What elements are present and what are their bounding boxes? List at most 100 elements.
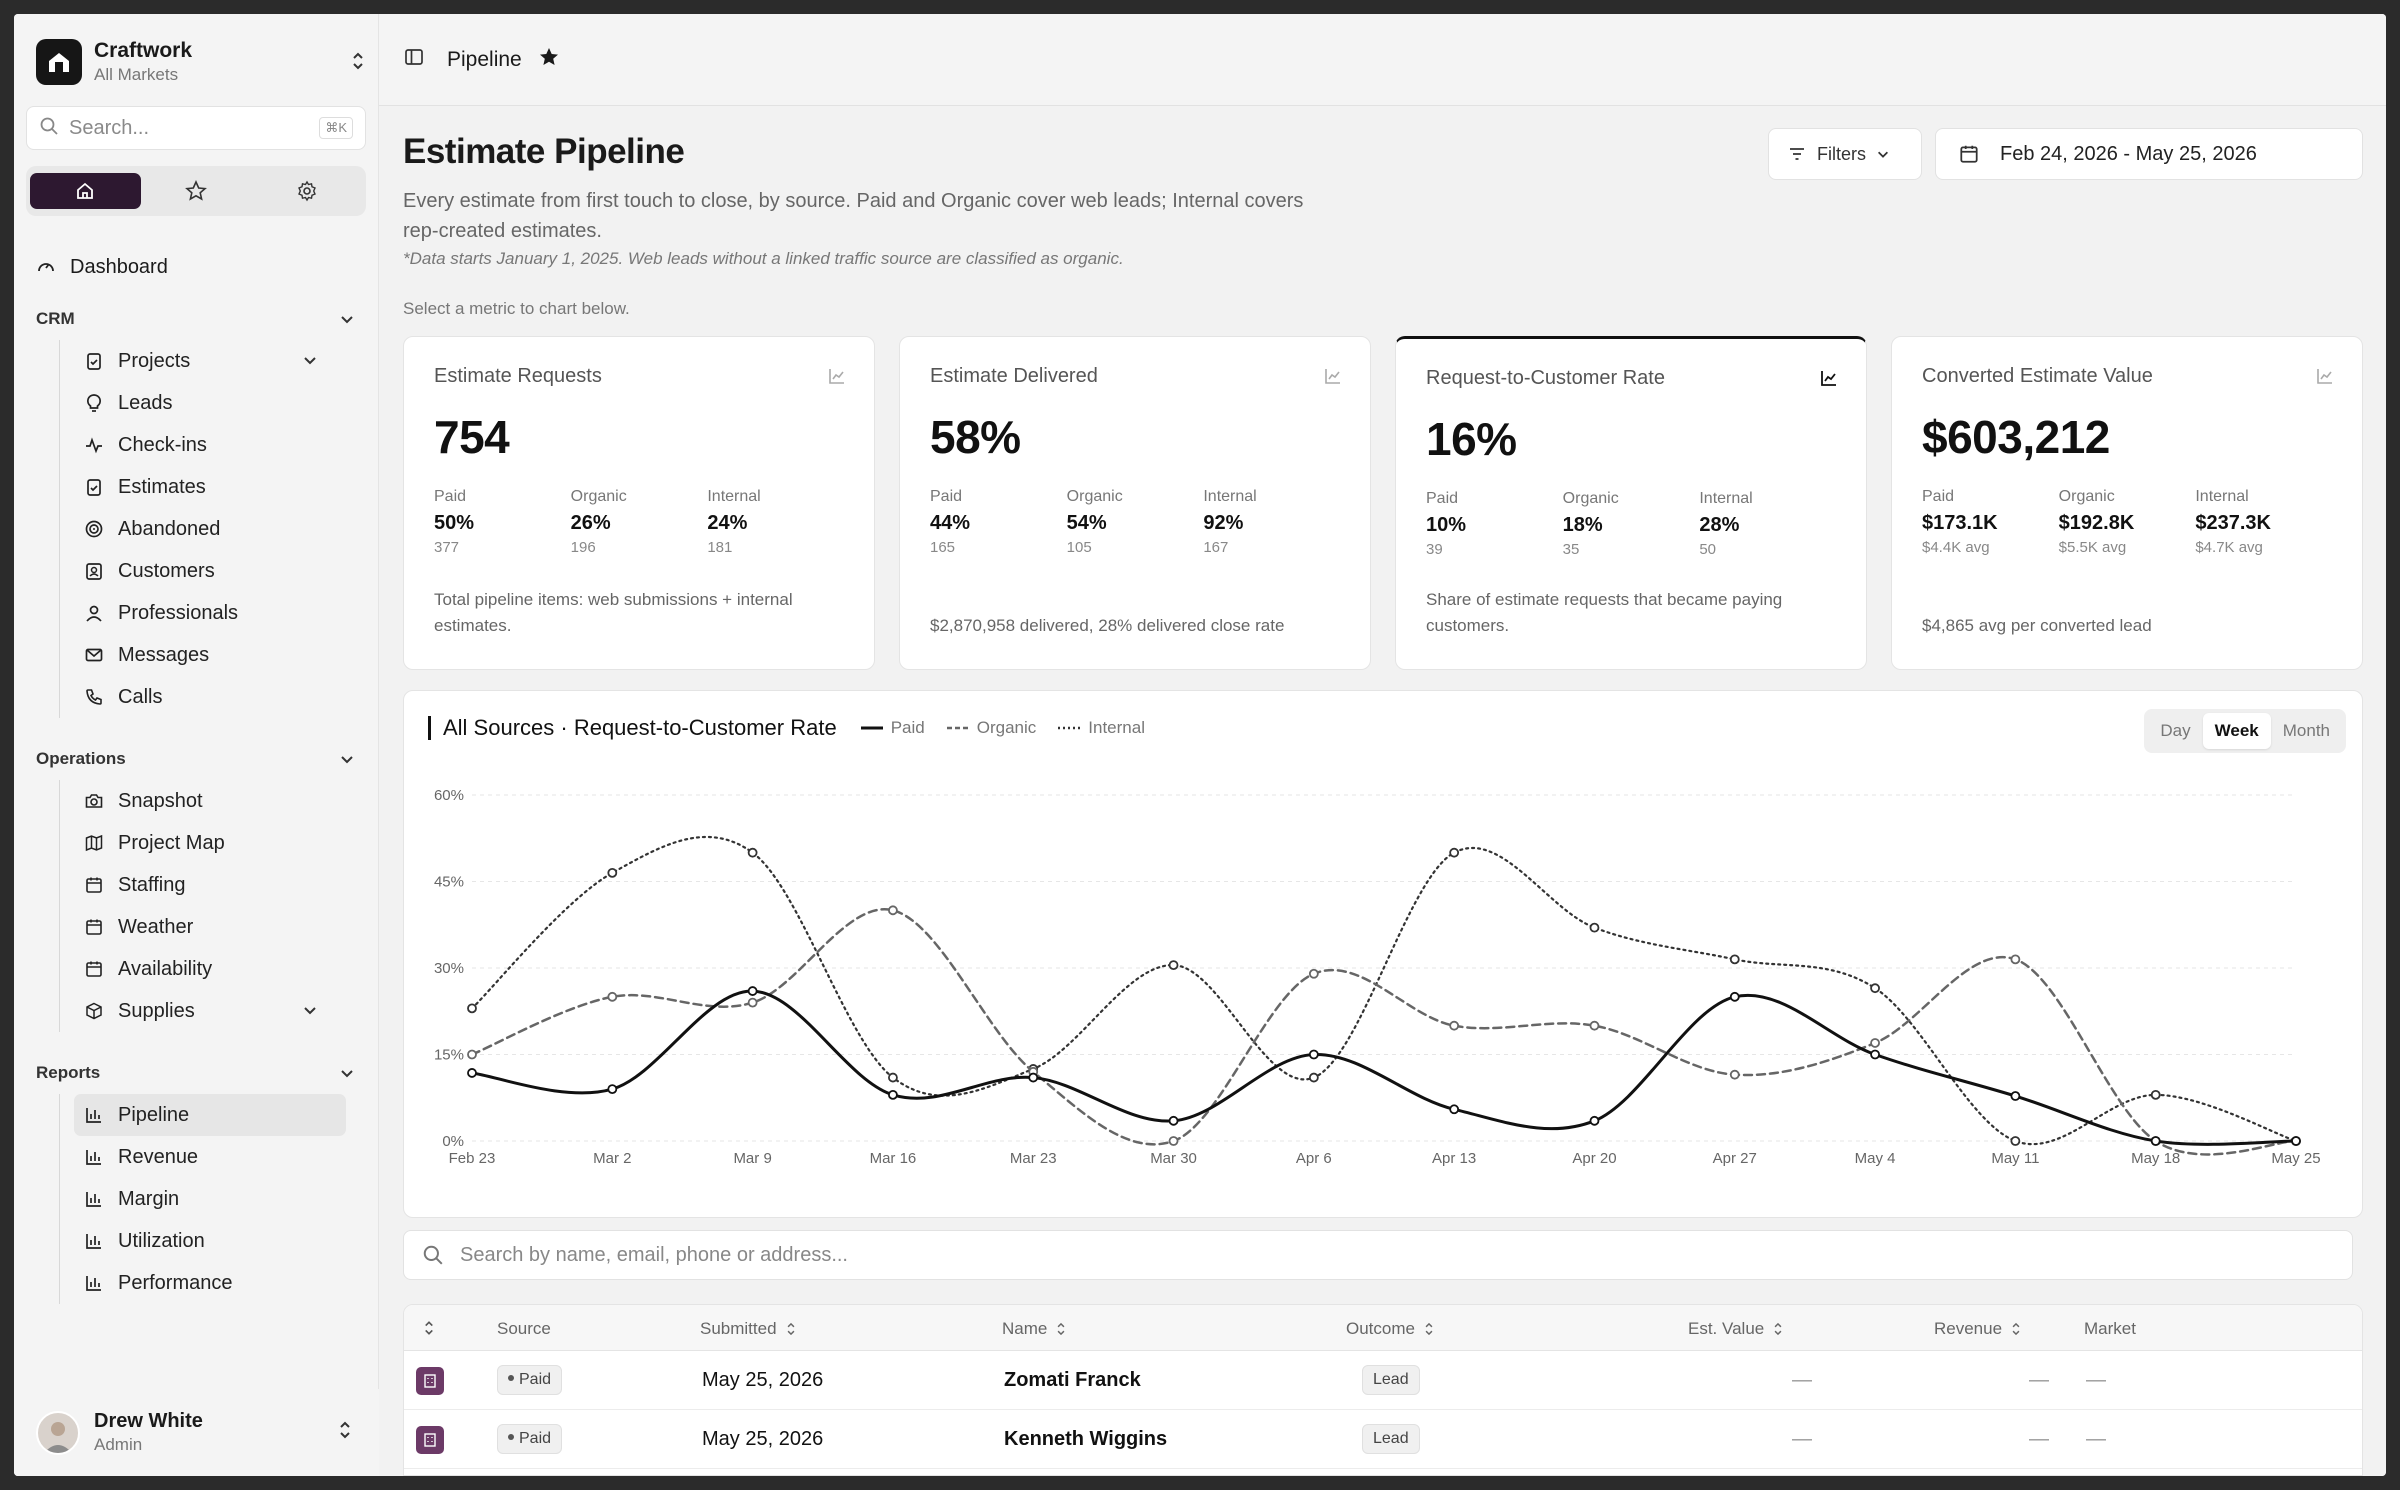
sidebar-item-abandoned[interactable]: Abandoned: [74, 508, 346, 550]
column-name[interactable]: Name: [1002, 1319, 1067, 1339]
split-value: 28%: [1699, 514, 1740, 536]
metric-card-request-to-customer-rate[interactable]: Request-to-Customer Rate 16% Paid 10% 39 O…: [1395, 336, 1867, 670]
line-chart-icon[interactable]: [1820, 369, 1838, 392]
sidebar-item-dashboard[interactable]: Dashboard: [14, 244, 379, 290]
x-tick-label: Mar 9: [733, 1150, 771, 1167]
main-content: Pipeline Estimate Pipeline Every estimat…: [379, 14, 2386, 1476]
sidebar-item-estimates[interactable]: Estimates: [74, 466, 346, 508]
split-value: $173.1K: [1922, 512, 1998, 534]
filters-button[interactable]: Filters: [1768, 128, 1922, 180]
data-point-organic: [1589, 1020, 1600, 1031]
source-badge: Paid: [497, 1424, 563, 1454]
granularity-day[interactable]: Day: [2160, 721, 2191, 740]
sidebar-item-label: Customers: [118, 559, 215, 582]
sidebar-item-availability[interactable]: Availability: [74, 948, 346, 990]
sort-icon: [2012, 1322, 2020, 1336]
sort-icon: [1425, 1322, 1433, 1336]
section-label: Operations: [36, 749, 126, 768]
column-label: Est. Value: [1688, 1319, 1765, 1338]
split-sub: $4.4K avg: [1922, 539, 1990, 556]
line-chart-icon[interactable]: [2316, 367, 2334, 390]
chevron-updown-icon: [350, 50, 366, 77]
tab-home[interactable]: [30, 173, 141, 209]
metric-card-estimate-delivered[interactable]: Estimate Delivered 58% Paid 44% 165 Organi…: [899, 336, 1371, 670]
sidebar-item-professionals[interactable]: Professionals: [74, 592, 346, 634]
sidebar-toggle-icon[interactable]: [403, 46, 425, 73]
sidebar-item-utilization[interactable]: Utilization: [74, 1220, 346, 1262]
activity-icon: [86, 437, 102, 454]
table-row[interactable]: Paid May 25, 2026 Kenneth Wiggins Lead —…: [404, 1410, 2362, 1469]
sidebar-item-project-map[interactable]: Project Map: [74, 822, 346, 864]
date-range-picker[interactable]: Feb 24, 2026 - May 25, 2026: [1935, 128, 2363, 180]
sidebar-item-supplies[interactable]: Supplies: [74, 990, 346, 1032]
table-search[interactable]: Search by name, email, phone or address.…: [403, 1230, 2353, 1280]
column-est-value[interactable]: Est. Value: [1688, 1319, 1784, 1339]
column-market[interactable]: Market: [2084, 1319, 2136, 1339]
data-point-paid: [1308, 1049, 1319, 1060]
data-point-organic: [1449, 1020, 1460, 1031]
column-source[interactable]: Source: [497, 1319, 551, 1339]
tab-favorites[interactable]: [141, 173, 252, 209]
column-submitted[interactable]: Submitted: [700, 1319, 797, 1339]
user-menu[interactable]: Drew White Admin: [14, 1389, 379, 1476]
section-crm[interactable]: CRM: [14, 302, 379, 336]
column-label: Source: [497, 1319, 551, 1338]
contact-card-icon: [86, 563, 102, 580]
chart-panel: All Sources · Request-to-Customer Rate P…: [403, 690, 2363, 1218]
sidebar-item-revenue[interactable]: Revenue: [74, 1136, 346, 1178]
home-icon: [77, 182, 94, 199]
sidebar-item-performance[interactable]: Performance: [74, 1262, 346, 1304]
data-point-internal: [747, 847, 758, 858]
sidebar-item-weather[interactable]: Weather: [74, 906, 346, 948]
name-cell[interactable]: Kenneth Wiggins: [1004, 1428, 1168, 1450]
select-all-sort[interactable]: [414, 1319, 436, 1337]
sidebar-item-staffing[interactable]: Staffing: [74, 864, 346, 906]
split-sub: 165: [930, 539, 956, 556]
split-label: Organic: [1562, 490, 1619, 507]
sidebar-item-label: Performance: [118, 1271, 233, 1294]
sidebar-item-leads[interactable]: Leads: [74, 382, 346, 424]
sidebar-search[interactable]: Search... ⌘K: [26, 106, 366, 150]
market-cell: —: [2086, 1428, 2106, 1450]
split-value: 54%: [1066, 512, 1107, 534]
chart-legend: Paid Organic Internal: [860, 718, 1167, 738]
line-chart-icon[interactable]: [828, 367, 846, 390]
metric-card-converted-estimate-value[interactable]: Converted Estimate Value $603,212 Paid $1…: [1891, 336, 2363, 670]
sidebar-item-messages[interactable]: Messages: [74, 634, 346, 676]
card-title: Converted Estimate Value: [1922, 365, 2153, 387]
x-tick-label: May 25: [2271, 1150, 2320, 1167]
sidebar-item-margin[interactable]: Margin: [74, 1178, 346, 1220]
sidebar-item-snapshot[interactable]: Snapshot: [74, 780, 346, 822]
split-label: Internal: [707, 488, 761, 505]
sidebar-item-check-ins[interactable]: Check-ins: [74, 424, 346, 466]
sidebar-item-customers[interactable]: Customers: [74, 550, 346, 592]
column-revenue[interactable]: Revenue: [1934, 1319, 2022, 1339]
split-organic: Organic $192.8K $5.5K avg: [2059, 488, 2196, 556]
workspace-switcher[interactable]: Craftwork All Markets: [36, 36, 376, 88]
split-label: Paid: [1922, 488, 1955, 505]
legend-label: Internal: [1088, 718, 1145, 737]
column-outcome[interactable]: Outcome: [1346, 1319, 1435, 1339]
split-label: Internal: [1699, 490, 1753, 507]
sidebar-item-calls[interactable]: Calls: [74, 676, 346, 718]
data-point-paid: [1870, 1049, 1880, 1060]
granularity-month[interactable]: Month: [2282, 721, 2330, 740]
granularity-week[interactable]: Week: [2202, 713, 2271, 749]
favorite-star-icon[interactable]: [538, 46, 560, 73]
sidebar-item-projects[interactable]: Projects: [74, 340, 346, 382]
topbar: Pipeline: [379, 14, 2386, 106]
data-point-organic: [607, 991, 618, 1002]
section-operations[interactable]: Operations: [14, 742, 379, 776]
line-chart-icon[interactable]: [1324, 367, 1342, 390]
table-row[interactable]: Paid May 25, 2026 Zomati Franck Lead — —…: [404, 1351, 2362, 1410]
sidebar-item-pipeline[interactable]: Pipeline: [74, 1094, 346, 1136]
section-reports[interactable]: Reports: [14, 1056, 379, 1090]
column-label: Revenue: [1934, 1319, 2003, 1338]
split-value: 18%: [1562, 514, 1603, 536]
data-point-paid: [1449, 1104, 1460, 1115]
tab-settings[interactable]: [251, 173, 362, 209]
metric-card-estimate-requests[interactable]: Estimate Requests 754 Paid 50% 377 Organic…: [403, 336, 875, 670]
split-paid: Paid 10% 39: [1426, 490, 1563, 558]
data-point-organic: [2010, 954, 2021, 965]
name-cell[interactable]: Zomati Franck: [1004, 1369, 1141, 1391]
